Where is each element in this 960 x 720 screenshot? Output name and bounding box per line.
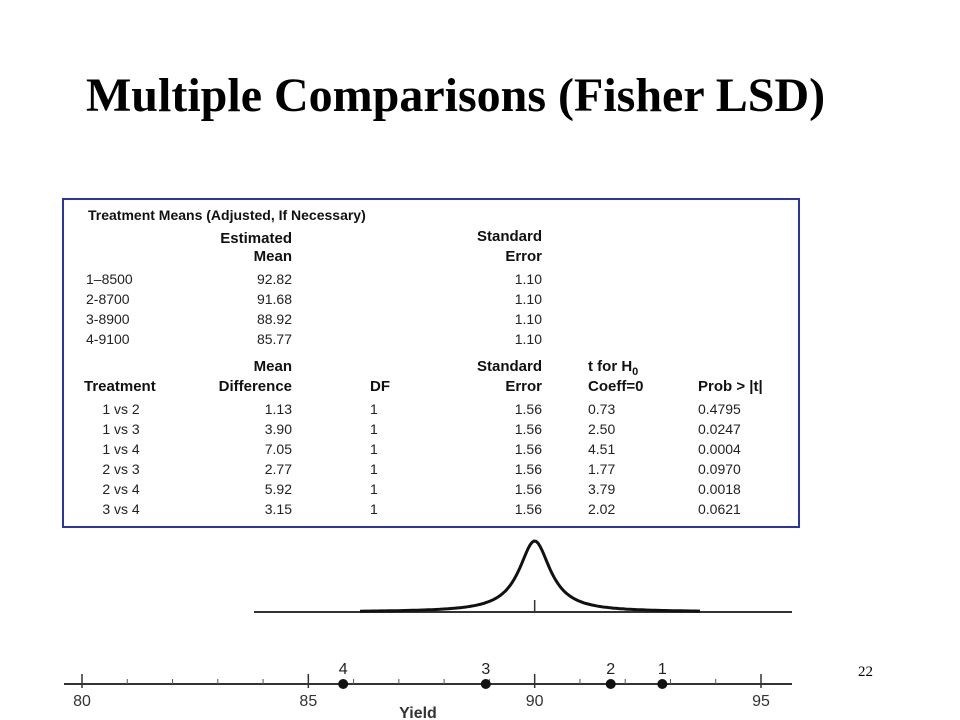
cmp-diff: 7.05	[264, 441, 292, 457]
treatment-points: 4 3 2 1	[338, 661, 668, 689]
cmp-treatment: 1 vs 3	[102, 421, 140, 437]
cmp-df: 1	[370, 421, 378, 437]
treatment-point	[657, 679, 668, 689]
se-header-line2: Error	[505, 248, 542, 265]
cmp-df: 1	[370, 401, 378, 417]
cmp-t: 3.79	[588, 481, 616, 497]
cmp-stderr: 1.56	[514, 461, 542, 477]
axis-ticks: 80 85 90 95	[73, 674, 770, 710]
means-treatment: 4-9100	[86, 331, 130, 347]
t-header-line1: t for H0	[588, 358, 638, 381]
means-estimated: 88.92	[256, 311, 292, 327]
cmp-t: 2.50	[588, 421, 616, 437]
prob-header-suffix: |	[758, 378, 763, 395]
means-estimated: 92.82	[256, 271, 292, 287]
cmp-treatment: 1 vs 4	[102, 441, 140, 457]
yield-axis-label: Yield	[399, 705, 437, 720]
cmp-prob: 0.4795	[698, 401, 741, 417]
cmp-treatment: 3 vs 4	[102, 501, 140, 517]
cmp-diff: 3.90	[264, 421, 292, 437]
means-stderr: 1.10	[514, 271, 542, 287]
cmp-df: 1	[370, 481, 378, 497]
means-estimated: 91.68	[256, 291, 292, 307]
means-stderr: 1.10	[514, 331, 542, 347]
cmp-df: 1	[370, 501, 378, 517]
results-table-frame: Treatment Means (Adjusted, If Necessary)…	[62, 198, 800, 528]
page-number: 22	[858, 664, 873, 680]
cmp-diff: 2.77	[264, 461, 292, 477]
cmp-prob: 0.0621	[698, 501, 741, 517]
treatment-point	[480, 679, 491, 689]
cmp-prob: 0.0004	[698, 441, 741, 457]
means-treatment: 2-8700	[86, 291, 130, 307]
cmp-diff: 5.92	[264, 481, 292, 497]
cmp-prob: 0.0970	[698, 461, 741, 477]
means-stderr: 1.10	[514, 291, 542, 307]
cmp-diff: 3.15	[264, 501, 292, 517]
treatment-point-label: 2	[606, 661, 615, 678]
axis-tick-label: 95	[752, 693, 770, 710]
estimated-header-line1: Estimated	[220, 230, 292, 247]
cmp-t: 1.77	[588, 461, 616, 477]
cmp-treatment: 1 vs 2	[102, 401, 140, 417]
cmp-se-header-line2: Error	[505, 378, 542, 395]
cmp-stderr: 1.56	[514, 421, 542, 437]
means-section-title: Treatment Means (Adjusted, If Necessary)	[88, 207, 366, 223]
cmp-treatment: 2 vs 4	[102, 481, 140, 497]
cmp-stderr: 1.56	[514, 481, 542, 497]
cmp-prob: 0.0247	[698, 421, 741, 437]
means-estimated: 85.77	[256, 331, 292, 347]
cmp-stderr: 1.56	[514, 501, 542, 517]
cmp-t: 2.02	[588, 501, 616, 517]
means-treatment: 3-8900	[86, 311, 130, 327]
se-header-line1: Standard	[476, 228, 542, 245]
t-header-text: t for H	[588, 358, 633, 375]
t-header-line2: Coeff=0	[588, 378, 644, 395]
axis-tick-label: 90	[526, 693, 544, 710]
cmp-t: 4.51	[588, 441, 616, 457]
treatment-point-label: 1	[658, 661, 667, 678]
axis-tick-label: 80	[73, 693, 91, 710]
prob-header: Prob > |t|	[698, 378, 763, 396]
mean-diff-header-line1: Mean	[253, 358, 292, 375]
cmp-t: 0.73	[588, 401, 616, 417]
cmp-diff: 1.13	[264, 401, 292, 417]
axis-tick-label: 85	[299, 693, 317, 710]
t-header-subscript: 0	[632, 366, 639, 378]
treatment-header: Treatment	[84, 378, 156, 395]
treatment-point-label: 3	[481, 661, 490, 678]
cmp-df: 1	[370, 461, 378, 477]
prob-header-prefix: Prob > |	[698, 378, 754, 395]
prob-header-t: t	[753, 378, 759, 395]
df-header: DF	[370, 378, 390, 395]
estimated-header-line2: Mean	[253, 248, 292, 265]
density-curve	[360, 539, 700, 613]
treatment-point	[605, 679, 616, 689]
cmp-df: 1	[370, 441, 378, 457]
slide-title: Multiple Comparisons (Fisher LSD)	[86, 69, 826, 122]
cmp-stderr: 1.56	[514, 441, 542, 457]
cmp-stderr: 1.56	[514, 401, 542, 417]
means-stderr: 1.10	[514, 311, 542, 327]
cmp-treatment: 2 vs 3	[102, 461, 140, 477]
cmp-se-header-line1: Standard	[476, 358, 542, 375]
cmp-prob: 0.0018	[698, 481, 741, 497]
means-treatment: 1–8500	[86, 271, 133, 287]
treatment-point-label: 4	[339, 661, 348, 678]
mean-diff-header-line2: Difference	[218, 378, 292, 395]
treatment-point	[338, 679, 349, 689]
